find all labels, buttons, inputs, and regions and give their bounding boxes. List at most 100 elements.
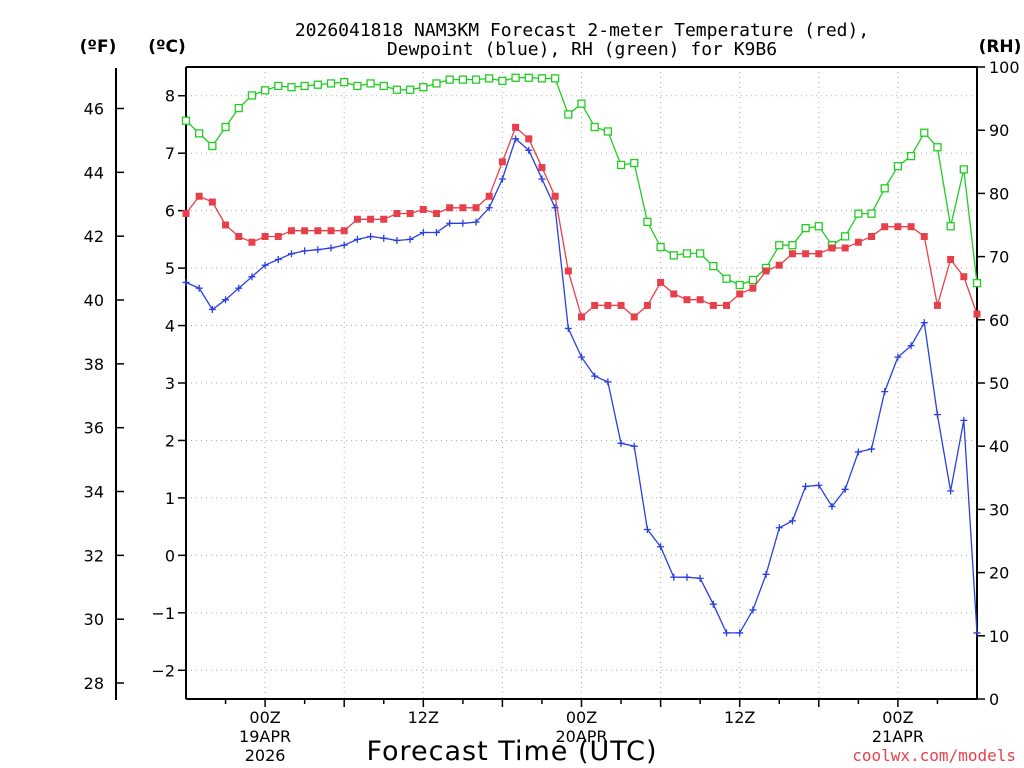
temperature-point [670, 290, 678, 298]
rh-point [247, 91, 257, 100]
temperature-point [498, 158, 506, 166]
celsius-tick-label: 5 [165, 259, 175, 278]
rh-point [498, 76, 507, 86]
fahrenheit-tick-label: 36 [84, 419, 104, 438]
fahrenheit-tick-label: 40 [84, 291, 104, 310]
temperature-point [973, 310, 981, 318]
temperature-point [709, 301, 717, 309]
temperature-point [762, 267, 770, 275]
temperature-point [446, 204, 454, 212]
dewpoint-point [973, 629, 981, 637]
dewpoint-point [775, 524, 783, 532]
fahrenheit-tick-label: 46 [84, 99, 104, 118]
temperature-point [353, 215, 361, 223]
rh-point [313, 80, 322, 89]
temperature-point [960, 273, 968, 281]
rh-point [630, 158, 639, 168]
temperature-point [657, 278, 665, 286]
rh-tick-label: 10 [989, 627, 1009, 646]
rh-point [906, 151, 916, 161]
celsius-tick-label: 4 [165, 317, 175, 336]
temperature-point [195, 192, 203, 200]
rh-point [880, 184, 889, 193]
date-tick-label: 21APR [872, 727, 924, 746]
temperature-point [314, 227, 322, 235]
temperature-point [630, 313, 638, 321]
rh-tick-label: 80 [989, 184, 1009, 203]
celsius-axis: 8 7 6 5 4 3 2 1 0 −1 −2 [151, 87, 186, 680]
rh-point [564, 110, 573, 119]
dewpoint-point [380, 234, 388, 242]
temperature-point [933, 301, 941, 309]
temperature-point [525, 135, 533, 143]
dewpoint-point [736, 629, 744, 637]
dewpoint-point [472, 218, 480, 226]
temperature-point [472, 204, 480, 212]
x-axis-label: Forecast Time (UTC) [366, 736, 657, 767]
rh-tick-label: 100 [989, 58, 1020, 77]
dewpoint-point [446, 219, 454, 227]
time-tick-label: 00Z [249, 708, 280, 727]
rh-point [722, 274, 731, 283]
temperature-point [367, 215, 375, 223]
dewpoint-point [670, 573, 678, 581]
chart-title-line2: Dewpoint (blue), RH (green) for K9B6 [387, 39, 777, 60]
rh-point [419, 83, 428, 92]
celsius-tick-label: 6 [165, 202, 175, 221]
celsius-tick-label: 3 [165, 374, 175, 393]
temperature-point [736, 290, 744, 298]
dewpoint-point [841, 485, 849, 493]
dewpoint-point [723, 629, 731, 637]
rh-point [511, 73, 520, 82]
dewpoint-point [485, 204, 493, 212]
rh-point [577, 99, 586, 108]
rh-tick-label: 50 [989, 374, 1009, 393]
time-tick-label: 12Z [408, 708, 439, 727]
temperature-point [380, 215, 388, 223]
dewpoint-point [762, 570, 770, 578]
temperature-point [723, 301, 731, 309]
rh-point [959, 165, 968, 174]
temperature-point [419, 205, 427, 213]
dewpoint-point [960, 416, 968, 424]
date-tick-label: 20APR [555, 727, 607, 746]
temperature-point [261, 232, 269, 240]
rh-point [366, 79, 375, 88]
rh-point [537, 74, 547, 83]
temperature-point [894, 223, 902, 231]
rh-tick-label: 90 [989, 121, 1009, 140]
dewpoint-point [182, 278, 190, 286]
dewpoint-point [287, 250, 295, 258]
fahrenheit-tick-label: 30 [84, 610, 104, 629]
temperature-point [274, 232, 282, 240]
rh-point [445, 75, 454, 84]
rh-point [287, 83, 296, 92]
dewpoint-point [367, 232, 375, 240]
rh-point [432, 79, 441, 88]
rh-point [616, 160, 626, 170]
temperature-point [564, 267, 572, 275]
dewpoint-point [393, 237, 401, 245]
temperature-point [327, 227, 335, 235]
dewpoint-point [591, 372, 599, 380]
fahrenheit-tick-label: 42 [84, 227, 104, 246]
fahrenheit-unit-label: (ºF) [80, 37, 117, 57]
rh-point [260, 86, 270, 95]
year-tick-label: 2026 [245, 746, 286, 765]
celsius-unit-label: (ºC) [148, 37, 186, 57]
dewpoint-point [459, 219, 467, 227]
rh-point [221, 122, 230, 132]
chart-title-line1: 2026041818 NAM3KM Forecast 2-meter Tempe… [295, 20, 869, 41]
rh-point [867, 209, 876, 218]
temperature-point [604, 301, 612, 309]
rh-point [775, 241, 784, 250]
series-dewpoint [182, 135, 981, 637]
celsius-tick-label: 0 [165, 546, 175, 565]
temperature-point [683, 296, 691, 304]
dewpoint-point [920, 319, 928, 327]
rh-point [590, 122, 599, 132]
fahrenheit-axis: 46 44 42 40 38 36 34 32 30 28 [84, 99, 124, 693]
temperature-point [828, 244, 836, 252]
